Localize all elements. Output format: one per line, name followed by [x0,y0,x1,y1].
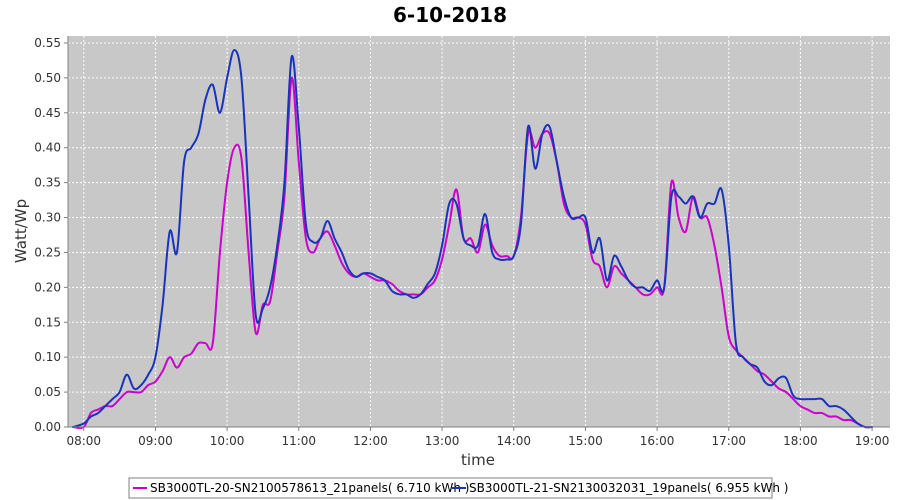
y-tick-label: 0.20 [34,280,61,294]
x-tick-label: 17:00 [711,434,746,448]
series-line-2 [72,48,874,429]
legend-label-series-1: SB3000TL-20-SN2100578613_21panels( 6.710… [150,481,469,495]
x-axis-ticks: 08:00 09:00 10:00 11:00 12:00 13:00 14:00 15:00… [66,427,889,448]
legend: SB3000TL-20-SN2100578613_21panels( 6.710… [128,477,788,499]
y-tick-label: 0.10 [34,350,61,364]
x-tick-label: 16:00 [640,434,675,448]
axes [67,36,890,428]
y-tick-label: 0.50 [34,71,61,85]
y-tick-label: 0.30 [34,211,61,225]
y-tick-label: 0.15 [34,315,61,329]
x-tick-label: 12:00 [353,434,388,448]
y-tick-label: 0.55 [34,36,61,50]
y-axis-ticks: 0.00 0.05 0.10 0.15 0.20 0.25 0.30 0.35 0.40 0.45… [34,36,68,434]
x-tick-label: 11:00 [281,434,316,448]
grid-lines [68,36,890,428]
x-tick-label: 18:00 [783,434,818,448]
chart-title: 6-10-2018 [393,3,507,27]
y-tick-label: 0.40 [34,141,61,155]
series-layer [72,48,874,430]
y-tick-label: 0.05 [34,385,61,399]
x-tick-label: 09:00 [138,434,173,448]
x-axis-label: time [461,451,495,469]
legend-box [128,477,773,499]
x-tick-label: 08:00 [66,434,101,448]
x-tick-label: 15:00 [568,434,603,448]
legend-label-series-2: SB3000TL-21-SN2130032031_19panels( 6.955… [469,481,788,495]
y-tick-label: 0.25 [34,245,61,259]
y-axis-label: Watt/Wp [12,199,30,263]
y-tick-label: 0.35 [34,176,61,190]
y-tick-label: 0.00 [34,420,61,434]
y-tick-label: 0.45 [34,106,61,120]
x-tick-label: 10:00 [210,434,245,448]
x-tick-label: 19:00 [855,434,890,448]
x-tick-label: 14:00 [496,434,531,448]
x-tick-label: 13:00 [425,434,460,448]
plot-area [68,36,890,427]
